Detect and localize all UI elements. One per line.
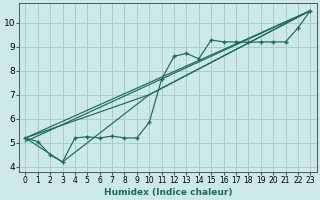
X-axis label: Humidex (Indice chaleur): Humidex (Indice chaleur) — [104, 188, 232, 197]
